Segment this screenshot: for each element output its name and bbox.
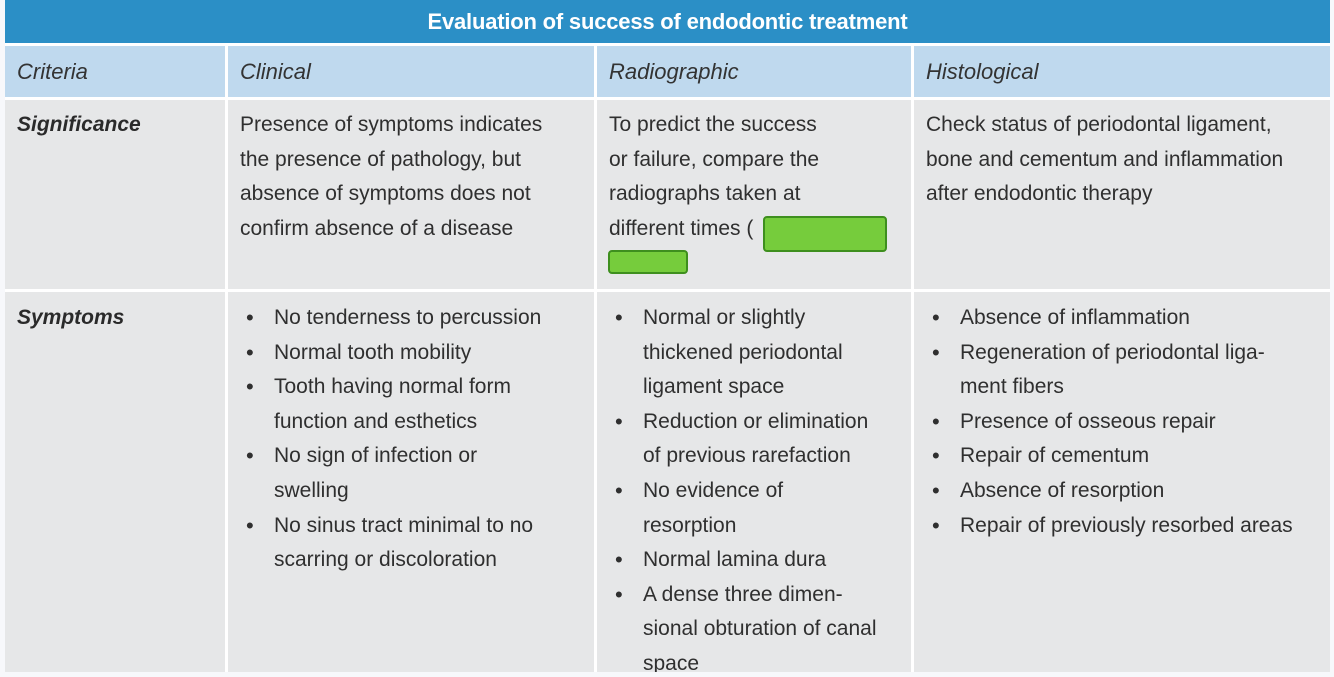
text-line: radiographs taken at <box>609 182 801 206</box>
text-line: absence of symptoms does not <box>240 182 531 206</box>
bullet-icon: • <box>246 374 254 400</box>
text-line: ligament space <box>643 375 785 399</box>
list-item: • Absence of resorption <box>926 474 1330 509</box>
list-item: • No evidence of resorption <box>609 474 911 543</box>
bullet-icon: • <box>932 339 940 365</box>
bullet-icon: • <box>615 581 623 607</box>
text-line: space <box>643 651 700 672</box>
text-line: or failure, compare the <box>609 147 820 171</box>
list-item: • A dense three dimen-sional obturation o… <box>609 578 911 672</box>
text-line: function and esthetics <box>274 409 478 433</box>
text-line: resorption <box>643 513 737 537</box>
bullet-icon: • <box>246 512 254 538</box>
row-symptoms-radiographic: • Normal or slightly thickened periodontal… <box>597 301 911 672</box>
text-line: confirm absence of a disease <box>240 216 514 240</box>
text-line: scarring or discoloration <box>274 548 497 572</box>
divider <box>594 46 597 672</box>
text-line: Absence of inflammation <box>960 306 1190 329</box>
list-item: • Regeneration of periodontal liga-ment f… <box>926 336 1330 405</box>
list-item: • No sign of infection or swelling <box>240 439 594 508</box>
bullet-icon: • <box>932 443 940 469</box>
text-line: Presence of symptoms indicates <box>240 113 543 136</box>
list-item: • No sinus tract minimal to no scarring or… <box>240 509 594 578</box>
text-line: Reduction or elimination <box>643 409 869 433</box>
text-line: Repair of previously resorbed areas <box>960 513 1293 537</box>
bullet-icon: • <box>932 408 940 434</box>
bullet-list: • No tenderness to percussion • Normal toot… <box>240 301 594 578</box>
text-line: sional obturation of canal <box>643 617 877 641</box>
text-line: Normal lamina dura <box>643 548 827 572</box>
divider <box>5 97 1330 100</box>
row-symptoms-clinical: • No tenderness to percussion • Normal toot… <box>228 301 594 672</box>
bullet-icon: • <box>246 339 254 365</box>
text-line: after endodontic therapy <box>926 182 1153 206</box>
divider <box>5 43 1330 46</box>
bullet-icon: • <box>932 305 940 330</box>
list-item: • Normal or slightly thickened periodontal… <box>609 301 911 405</box>
header-clinical: Clinical <box>228 46 594 97</box>
text-line: No sign of infection or <box>274 444 478 468</box>
row-significance-histological: Check status of periodontal ligament, bo… <box>914 108 1330 288</box>
header-radiographic: Radiographic <box>597 46 911 97</box>
text-line: ment fibers <box>960 375 1064 399</box>
text-line: A dense three dimen- <box>643 582 843 606</box>
list-item: • No tenderness to percussion <box>240 301 594 336</box>
text-line: Repair of cementum <box>960 444 1150 468</box>
list-item: • Reduction or elimination of previous rar… <box>609 405 911 474</box>
text-line: bone and cementum and inflammation <box>926 147 1284 171</box>
redaction-mark <box>763 216 887 252</box>
bullet-icon: • <box>615 305 623 330</box>
text-line: of previous rarefaction <box>643 444 851 468</box>
text-line: Presence of osseous repair <box>960 409 1216 433</box>
header-criteria: Criteria <box>5 46 225 97</box>
text-line: different times ( <box>609 216 754 240</box>
bullet-icon: • <box>615 408 623 434</box>
text-line: To predict the success <box>609 113 817 136</box>
text-line: Tooth having normal form <box>274 375 511 399</box>
list-item: • Presence of osseous repair <box>926 405 1330 440</box>
text-line: Normal tooth mobility <box>274 340 472 364</box>
list-item: • Absence of inflammation <box>926 301 1330 336</box>
text-line: No sinus tract minimal to no <box>274 513 534 537</box>
divider <box>225 46 228 672</box>
bullet-icon: • <box>932 477 940 503</box>
redaction-mark <box>608 250 688 274</box>
evaluation-table: Evaluation of success of endodontic trea… <box>5 0 1330 672</box>
row-symptoms-histological: • Absence of inflammation • Regeneration of… <box>914 301 1330 672</box>
bullet-list: • Normal or slightly thickened periodontal… <box>609 301 911 672</box>
text-line: thickened periodontal <box>643 340 843 364</box>
list-item: • Repair of cementum <box>926 439 1330 474</box>
row-significance-radiographic: To predict the success or failure, compa… <box>597 108 911 288</box>
text-line: No tenderness to percussion <box>274 306 542 329</box>
bullet-icon: • <box>932 512 940 538</box>
header-histological: Histological <box>914 46 1330 97</box>
divider <box>5 289 1330 292</box>
bullet-icon: • <box>246 443 254 469</box>
text-line: Check status of periodontal ligament, <box>926 113 1272 136</box>
text-line: the presence of pathology, but <box>240 147 521 171</box>
page-bottom-edge <box>0 672 1334 677</box>
text-line: swelling <box>274 478 349 502</box>
divider <box>911 46 914 672</box>
row-symptoms-criteria: Symptoms <box>5 301 225 672</box>
row-significance-clinical: Presence of symptoms indicates the prese… <box>228 108 594 288</box>
text-line: Regeneration of periodontal liga- <box>960 340 1265 364</box>
bullet-icon: • <box>615 477 623 503</box>
list-item: • Repair of previously resorbed areas <box>926 509 1330 544</box>
list-item: • Normal tooth mobility <box>240 336 594 371</box>
text-line: Normal or slightly <box>643 306 806 329</box>
bullet-icon: • <box>246 305 254 330</box>
bullet-icon: • <box>615 547 623 573</box>
table-title: Evaluation of success of endodontic trea… <box>5 0 1330 44</box>
text-line: Absence of resorption <box>960 478 1165 502</box>
list-item: • Normal lamina dura <box>609 543 911 578</box>
bullet-list: • Absence of inflammation • Regeneration of… <box>926 301 1330 543</box>
row-significance-criteria: Significance <box>5 108 225 288</box>
text-line: No evidence of <box>643 478 784 502</box>
list-item: • Tooth having normal form function and es… <box>240 370 594 439</box>
